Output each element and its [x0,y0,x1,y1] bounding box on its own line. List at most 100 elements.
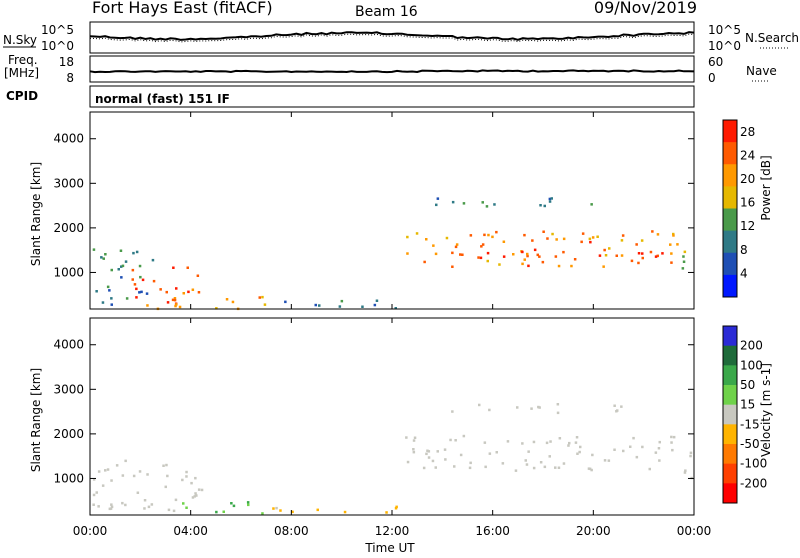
heatmap-cell [483,441,487,444]
heatmap-cell [575,436,579,439]
velocity-colorbar-label: Velocity [m s-1] [759,363,773,457]
heatmap-cell [684,469,687,472]
heatmap-cell [182,292,185,295]
heatmap-cell [562,237,566,241]
heatmap-cell [164,485,167,489]
heatmap-cell [318,304,321,307]
heatmap-cell [649,250,653,254]
heatmap-cell [110,303,113,306]
heatmap-cell [432,244,435,247]
sky-left-label: N.Sky [3,33,37,47]
heatmap-cell [578,450,581,454]
heatmap-cell [567,444,570,447]
sky-right-label: N.Search [745,31,799,45]
heatmap-cell [165,463,168,467]
date-label: 09/Nov/2019 [594,0,697,17]
heatmap-cell [479,256,483,260]
heatmap-cell [172,266,175,269]
heatmap-cell [196,274,200,277]
heatmap-cell [167,508,171,512]
colorbar-swatch [723,326,737,347]
heatmap-cell [648,467,651,471]
heatmap-cell [603,248,606,252]
heatmap-cell [121,501,124,505]
colorbar-swatch [723,274,737,298]
heatmap-cell [491,235,494,239]
heatmap-cell [632,436,635,440]
heatmap-cell [539,461,543,464]
heatmap-cell [110,297,113,300]
heatmap-cell [542,230,545,233]
colorbar-tick-label: 15 [740,398,755,412]
heatmap-cell [340,299,344,303]
velocity-heatmap-cells [92,403,693,515]
heatmap-cell [138,264,142,268]
heatmap-cell [427,450,431,453]
x-tick-label: 00:00 [677,524,712,538]
heatmap-cell [573,258,577,261]
heatmap-cell [92,493,96,497]
cpid-panel-frame [89,85,695,108]
heatmap-cell [657,447,661,450]
heatmap-cell [425,452,428,456]
heatmap-cell [670,252,673,255]
heatmap-cell [502,240,506,243]
heatmap-cell [413,436,417,439]
noise-search-trace [89,33,695,43]
heatmap-cell [487,233,490,237]
heatmap-cell [171,298,175,302]
heatmap-cell [548,197,552,201]
heatmap-cell [166,474,169,478]
heatmap-cell [495,230,498,234]
x-axis-label: Time UT [364,541,415,554]
heatmap-cell [124,260,128,263]
heatmap-cell [590,468,593,472]
heatmap-cell [521,442,524,445]
heatmap-cell [477,256,480,259]
power-panel-frame [89,111,695,310]
heatmap-cell [110,268,113,272]
heatmap-cell [159,288,162,291]
heatmap-cell [551,232,554,236]
heatmap-cell [373,303,377,307]
colorbar-tick-label: -100 [740,457,767,471]
heatmap-cell [483,233,486,237]
heatmap-cell [146,473,149,476]
heatmap-cell [110,479,113,482]
heatmap-cell [436,197,440,200]
x-tick-label: 12:00 [375,524,410,538]
heatmap-cell [166,301,170,304]
heatmap-cell [574,441,578,444]
power-colorbar: 4 8 12 16 20 24 28 [722,119,755,298]
colorbar-tick-label: 28 [740,125,755,139]
heatmap-cell [451,265,454,268]
heatmap-cell [92,248,96,251]
heatmap-cell [603,459,607,462]
heatmap-cell [431,459,435,463]
heatmap-cell [521,262,524,266]
y-tick-label: 4000 [53,338,84,352]
sky-right-tick-top: 10^5 [708,23,741,37]
heatmap-cell [480,245,483,248]
y-tick-label: 1000 [53,265,84,279]
heatmap-cell [527,450,530,453]
heatmap-cell [615,254,618,257]
freq-left-label-top: Freq. [8,53,38,67]
x-tick-label: 00:00 [73,524,108,538]
colorbar-swatch [723,463,737,484]
frequency-trace [89,69,695,74]
y-tick-label: 4000 [53,132,84,146]
heatmap-cell [468,466,472,470]
heatmap-cell [454,439,457,442]
heatmap-cell [125,297,129,300]
heatmap-cell [556,403,560,406]
heatmap-cell [434,466,437,469]
sky-left-tick-bottom: 10^0 [41,39,74,53]
cpid-label: CPID [6,89,38,103]
heatmap-cell [173,297,177,300]
heatmap-cell [621,234,625,237]
heatmap-cell [453,465,456,468]
heatmap-cell [613,448,616,451]
heatmap-cell [459,453,463,457]
colorbar-swatch [723,120,737,143]
